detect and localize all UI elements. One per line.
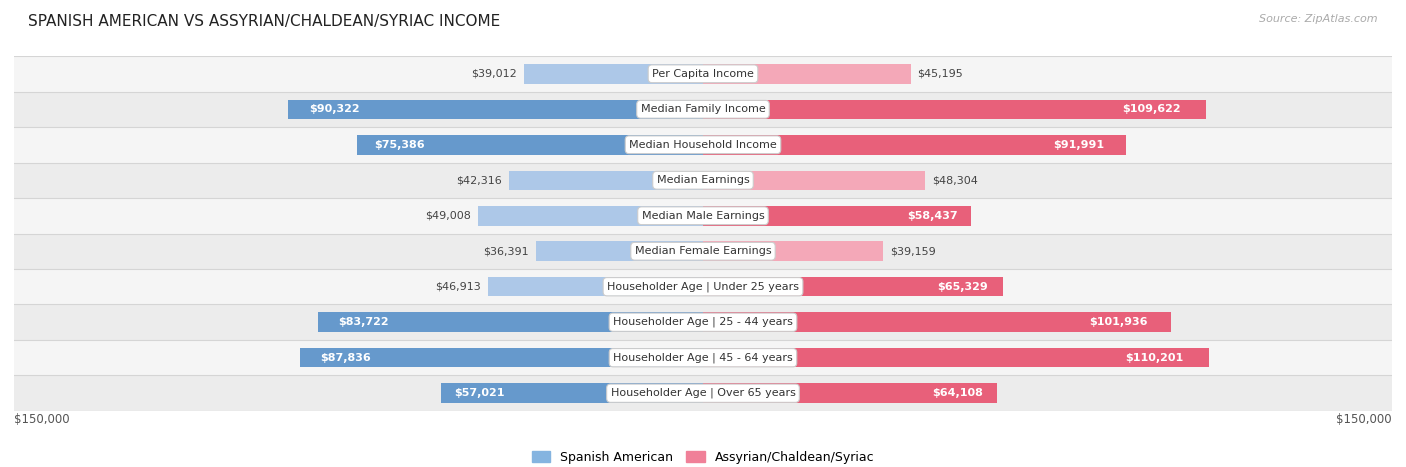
Bar [703, 64, 911, 84]
Text: $64,108: $64,108 [932, 388, 983, 398]
Bar [703, 99, 1206, 119]
Legend: Spanish American, Assyrian/Chaldean/Syriac: Spanish American, Assyrian/Chaldean/Syri… [527, 446, 879, 467]
Bar [441, 383, 703, 403]
Bar [703, 206, 972, 226]
Text: Per Capita Income: Per Capita Income [652, 69, 754, 79]
Bar [509, 170, 703, 190]
Text: $101,936: $101,936 [1090, 317, 1147, 327]
Bar [536, 241, 703, 261]
Text: $39,012: $39,012 [471, 69, 517, 79]
Bar [299, 348, 703, 368]
Text: $46,913: $46,913 [434, 282, 481, 292]
Text: $48,304: $48,304 [932, 175, 977, 185]
Bar [14, 304, 1392, 340]
Text: $42,316: $42,316 [456, 175, 502, 185]
Text: $45,195: $45,195 [918, 69, 963, 79]
Bar [478, 206, 703, 226]
Bar [14, 198, 1392, 234]
Bar [703, 135, 1126, 155]
Bar [14, 56, 1392, 92]
Bar [319, 312, 703, 332]
Bar [14, 92, 1392, 127]
Text: SPANISH AMERICAN VS ASSYRIAN/CHALDEAN/SYRIAC INCOME: SPANISH AMERICAN VS ASSYRIAN/CHALDEAN/SY… [28, 14, 501, 29]
Text: $91,991: $91,991 [1053, 140, 1104, 150]
Bar [14, 269, 1392, 304]
Bar [288, 99, 703, 119]
Text: Median Female Earnings: Median Female Earnings [634, 246, 772, 256]
Bar [703, 277, 1002, 297]
Text: $65,329: $65,329 [938, 282, 988, 292]
Bar [524, 64, 703, 84]
Bar [703, 312, 1171, 332]
Bar [703, 348, 1209, 368]
Bar [488, 277, 703, 297]
Text: $110,201: $110,201 [1126, 353, 1184, 363]
Bar [357, 135, 703, 155]
Text: $90,322: $90,322 [309, 104, 360, 114]
Text: Householder Age | 45 - 64 years: Householder Age | 45 - 64 years [613, 353, 793, 363]
Bar [703, 383, 997, 403]
Bar [703, 170, 925, 190]
Text: $49,008: $49,008 [425, 211, 471, 221]
Text: Householder Age | 25 - 44 years: Householder Age | 25 - 44 years [613, 317, 793, 327]
Text: $150,000: $150,000 [14, 413, 70, 426]
Text: Median Earnings: Median Earnings [657, 175, 749, 185]
Bar [14, 163, 1392, 198]
Text: $39,159: $39,159 [890, 246, 935, 256]
Bar [14, 127, 1392, 163]
Text: $150,000: $150,000 [1336, 413, 1392, 426]
Bar [703, 241, 883, 261]
Text: $75,386: $75,386 [374, 140, 425, 150]
Text: $57,021: $57,021 [454, 388, 505, 398]
Text: $83,722: $83,722 [337, 317, 388, 327]
Text: Householder Age | Over 65 years: Householder Age | Over 65 years [610, 388, 796, 398]
Bar [14, 375, 1392, 411]
Bar [14, 234, 1392, 269]
Bar [14, 340, 1392, 375]
Text: Source: ZipAtlas.com: Source: ZipAtlas.com [1260, 14, 1378, 24]
Text: Median Family Income: Median Family Income [641, 104, 765, 114]
Text: Householder Age | Under 25 years: Householder Age | Under 25 years [607, 282, 799, 292]
Text: $87,836: $87,836 [319, 353, 371, 363]
Text: $109,622: $109,622 [1122, 104, 1181, 114]
Text: Median Household Income: Median Household Income [628, 140, 778, 150]
Text: $58,437: $58,437 [907, 211, 957, 221]
Text: Median Male Earnings: Median Male Earnings [641, 211, 765, 221]
Text: $36,391: $36,391 [484, 246, 529, 256]
